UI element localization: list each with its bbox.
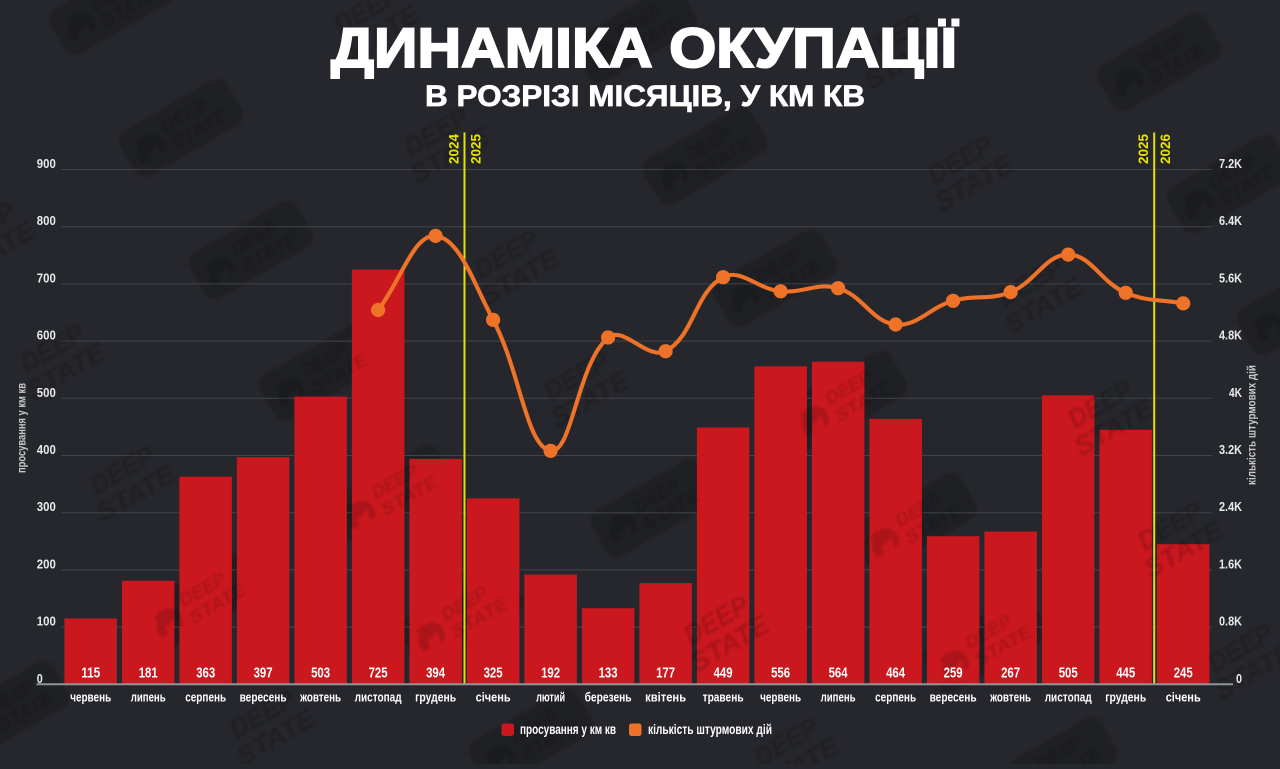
svg-text:червень: червень bbox=[760, 690, 801, 705]
svg-text:2026: 2026 bbox=[1157, 134, 1173, 164]
svg-text:ДИНАМІКА ОКУПАЦІЇ: ДИНАМІКА ОКУПАЦІЇ bbox=[331, 17, 959, 79]
svg-text:363: 363 bbox=[196, 666, 215, 682]
svg-text:липень: липень bbox=[131, 690, 166, 705]
svg-text:кількість штурмових дій: кількість штурмових дій bbox=[648, 722, 772, 737]
svg-text:259: 259 bbox=[944, 666, 963, 682]
svg-text:4K: 4K bbox=[1229, 385, 1242, 400]
svg-text:449: 449 bbox=[714, 666, 733, 682]
svg-text:245: 245 bbox=[1174, 666, 1193, 682]
svg-text:397: 397 bbox=[254, 666, 273, 682]
svg-text:вересень: вересень bbox=[930, 690, 977, 705]
svg-text:505: 505 bbox=[1059, 666, 1078, 682]
svg-text:серпень: серпень bbox=[185, 690, 226, 705]
svg-text:0: 0 bbox=[1236, 671, 1242, 686]
svg-text:2024: 2024 bbox=[446, 134, 462, 164]
svg-text:177: 177 bbox=[656, 666, 675, 682]
svg-text:0.8K: 0.8K bbox=[1219, 614, 1242, 629]
svg-text:133: 133 bbox=[599, 666, 618, 682]
svg-text:липень: липень bbox=[821, 690, 856, 705]
svg-text:вересень: вересень bbox=[240, 690, 287, 705]
svg-text:травень: травень bbox=[703, 690, 744, 705]
svg-text:2025: 2025 bbox=[468, 134, 484, 164]
svg-text:192: 192 bbox=[541, 666, 560, 682]
svg-text:394: 394 bbox=[426, 666, 445, 682]
svg-text:червень: червень bbox=[70, 690, 111, 705]
svg-text:115: 115 bbox=[81, 666, 100, 682]
svg-text:464: 464 bbox=[886, 666, 905, 682]
svg-text:445: 445 bbox=[1116, 666, 1135, 682]
svg-text:7.2K: 7.2K bbox=[1219, 156, 1242, 171]
svg-text:556: 556 bbox=[771, 666, 790, 682]
svg-text:500: 500 bbox=[37, 385, 56, 400]
svg-text:січень: січень bbox=[1166, 690, 1201, 705]
svg-text:січень: січень bbox=[476, 690, 511, 705]
svg-text:жовтень: жовтень bbox=[989, 690, 1031, 705]
svg-text:181: 181 bbox=[139, 666, 158, 682]
svg-text:2.4K: 2.4K bbox=[1219, 499, 1242, 514]
svg-text:5.6K: 5.6K bbox=[1219, 270, 1242, 285]
svg-text:600: 600 bbox=[37, 328, 56, 343]
svg-text:900: 900 bbox=[37, 156, 56, 171]
svg-text:листопад: листопад bbox=[1045, 690, 1093, 705]
svg-text:725: 725 bbox=[369, 666, 388, 682]
svg-text:2025: 2025 bbox=[1135, 134, 1151, 164]
svg-text:жовтень: жовтень bbox=[299, 690, 341, 705]
svg-text:грудень: грудень bbox=[415, 690, 456, 705]
svg-text:200: 200 bbox=[37, 556, 56, 571]
svg-text:грудень: грудень bbox=[1105, 690, 1146, 705]
svg-text:1.6K: 1.6K bbox=[1219, 556, 1242, 571]
svg-text:3.2K: 3.2K bbox=[1219, 442, 1242, 457]
svg-text:0: 0 bbox=[37, 671, 43, 686]
svg-text:просування у км кв: просування у км кв bbox=[520, 722, 616, 737]
svg-text:503: 503 bbox=[311, 666, 330, 682]
svg-text:березень: березень bbox=[585, 690, 632, 705]
svg-text:6.4K: 6.4K bbox=[1219, 213, 1242, 228]
svg-text:просування у км кв: просування у км кв bbox=[17, 383, 29, 473]
svg-text:100: 100 bbox=[37, 614, 56, 629]
svg-text:267: 267 bbox=[1001, 666, 1020, 682]
svg-text:564: 564 bbox=[829, 666, 848, 682]
svg-text:В РОЗРІЗІ МІСЯЦІВ, У КМ КВ: В РОЗРІЗІ МІСЯЦІВ, У КМ КВ bbox=[425, 80, 865, 113]
svg-text:кількість штурмових дій: кількість штурмових дій bbox=[1247, 365, 1259, 485]
svg-text:400: 400 bbox=[37, 442, 56, 457]
svg-text:лютий: лютий bbox=[536, 690, 565, 705]
svg-text:квітень: квітень bbox=[645, 690, 686, 705]
svg-text:серпень: серпень bbox=[875, 690, 916, 705]
svg-text:700: 700 bbox=[37, 270, 56, 285]
svg-text:300: 300 bbox=[37, 499, 56, 514]
svg-text:листопад: листопад bbox=[355, 690, 403, 705]
svg-text:4.8K: 4.8K bbox=[1219, 328, 1242, 343]
svg-text:800: 800 bbox=[37, 213, 56, 228]
svg-text:325: 325 bbox=[484, 666, 503, 682]
